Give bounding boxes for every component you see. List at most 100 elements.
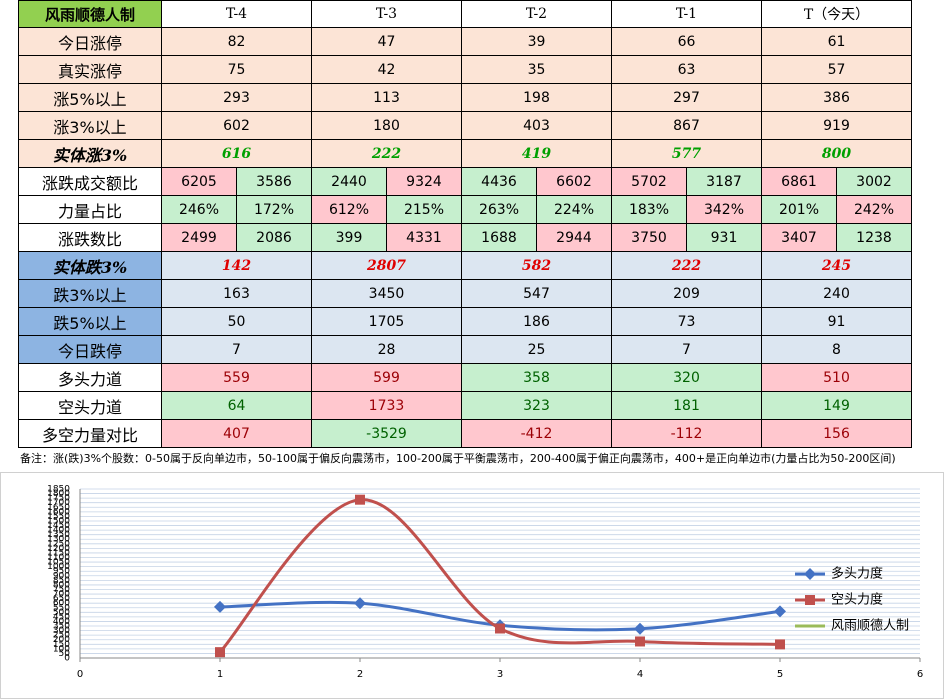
row-label: 跌3%以上 <box>18 280 162 308</box>
y-tick-label: 900 <box>53 571 70 581</box>
half-cell: 4331 <box>387 224 462 252</box>
half-cell: 2086 <box>237 224 312 252</box>
value-cell: 28 <box>312 336 462 364</box>
legend-marker <box>805 595 815 605</box>
point <box>214 600 226 613</box>
value-cell: 403 <box>462 112 612 140</box>
half-cell: 3750 <box>612 224 687 252</box>
value-cell: 73 <box>612 308 762 336</box>
half-cell: 6205 <box>162 168 237 196</box>
value-cell: 320 <box>612 364 762 392</box>
half-cell: 3187 <box>687 168 762 196</box>
point <box>215 647 225 658</box>
y-tick-label: 1850 <box>47 485 70 495</box>
half-cell: 201% <box>762 196 837 224</box>
value-cell: 64 <box>162 392 312 420</box>
value-cell: 297 <box>612 84 762 112</box>
value-cell: 358 <box>462 364 612 392</box>
y-tick-label: 1050 <box>47 558 70 568</box>
row-label: 涨跌成交额比 <box>18 168 162 196</box>
y-tick-label: 1800 <box>47 489 70 499</box>
series-line <box>218 498 781 654</box>
value-cell: 7 <box>612 336 762 364</box>
value-cell: 616 <box>162 140 312 168</box>
y-tick-label: 700 <box>53 590 70 600</box>
y-tick-label: 1500 <box>47 516 70 526</box>
value-cell: 2807 <box>312 252 462 280</box>
point <box>774 605 786 618</box>
y-tick-label: 750 <box>53 585 70 595</box>
half-cell: 183% <box>612 196 687 224</box>
half-cell: 2499 <box>162 224 237 252</box>
value-cell: 386 <box>762 84 912 112</box>
row-label: 力量占比 <box>18 196 162 224</box>
y-tick-label: 400 <box>53 617 70 627</box>
value-cell: 7 <box>162 336 312 364</box>
chart: 0501001502002503003504004505005506006507… <box>0 472 944 699</box>
x-tick-label: 1 <box>217 669 223 680</box>
header-cell: T（今天） <box>762 0 912 28</box>
value-cell: 1705 <box>312 308 462 336</box>
row-label: 实体涨3% <box>18 140 162 168</box>
half-cell: 3586 <box>237 168 312 196</box>
row-label: 涨跌数比 <box>18 224 162 252</box>
y-tick-label: 1750 <box>47 494 70 504</box>
half-cell: 1238 <box>837 224 912 252</box>
value-cell: -3529 <box>312 420 462 448</box>
value-cell: 510 <box>762 364 912 392</box>
value-cell: 547 <box>462 280 612 308</box>
header-cell: T-3 <box>312 0 462 28</box>
y-tick-label: 1550 <box>47 512 70 522</box>
y-tick-label: 1650 <box>47 503 70 513</box>
value-cell: 222 <box>312 140 462 168</box>
half-cell: 224% <box>537 196 612 224</box>
value-cell: -112 <box>612 420 762 448</box>
y-tick-label: 850 <box>53 576 70 586</box>
value-cell: 323 <box>462 392 612 420</box>
y-tick-label: 650 <box>53 594 70 604</box>
value-cell: 63 <box>612 56 762 84</box>
row-label: 跌5%以上 <box>18 308 162 336</box>
y-tick-label: 1150 <box>47 548 70 558</box>
value-cell: 91 <box>762 308 912 336</box>
value-cell: 245 <box>762 252 912 280</box>
y-tick-label: 600 <box>53 599 70 609</box>
half-cell: 342% <box>687 196 762 224</box>
y-tick-label: 1350 <box>47 530 70 540</box>
value-cell: 407 <box>162 420 312 448</box>
value-cell: 66 <box>612 28 762 56</box>
value-cell: 3450 <box>312 280 462 308</box>
half-cell: 2440 <box>312 168 387 196</box>
value-cell: 209 <box>612 280 762 308</box>
y-tick-label: 50 <box>59 649 71 659</box>
value-cell: 82 <box>162 28 312 56</box>
half-cell: 6861 <box>762 168 837 196</box>
half-cell: 4436 <box>462 168 537 196</box>
half-cell: 246% <box>162 196 237 224</box>
value-cell: 602 <box>162 112 312 140</box>
legend-label: 多头力度 <box>831 566 883 582</box>
value-cell: 47 <box>312 28 462 56</box>
point <box>775 639 785 650</box>
y-tick-label: 1000 <box>47 562 70 572</box>
y-tick-label: 800 <box>53 580 70 590</box>
value-cell: 39 <box>462 28 612 56</box>
half-cell: 215% <box>387 196 462 224</box>
value-cell: 419 <box>462 140 612 168</box>
half-cell: 172% <box>237 196 312 224</box>
y-tick-label: 1300 <box>47 535 70 545</box>
half-cell: 9324 <box>387 168 462 196</box>
row-label: 涨3%以上 <box>18 112 162 140</box>
y-tick-label: 1450 <box>47 521 70 531</box>
value-cell: 57 <box>762 56 912 84</box>
half-cell: 3002 <box>837 168 912 196</box>
value-cell: 35 <box>462 56 612 84</box>
y-tick-label: 1200 <box>47 544 70 554</box>
y-tick-label: 1100 <box>47 553 70 563</box>
value-cell: 61 <box>762 28 912 56</box>
value-cell: 181 <box>612 392 762 420</box>
y-tick-label: 1400 <box>47 526 70 536</box>
header-cell: T-1 <box>612 0 762 28</box>
x-tick-label: 0 <box>77 669 83 680</box>
value-cell: 919 <box>762 112 912 140</box>
